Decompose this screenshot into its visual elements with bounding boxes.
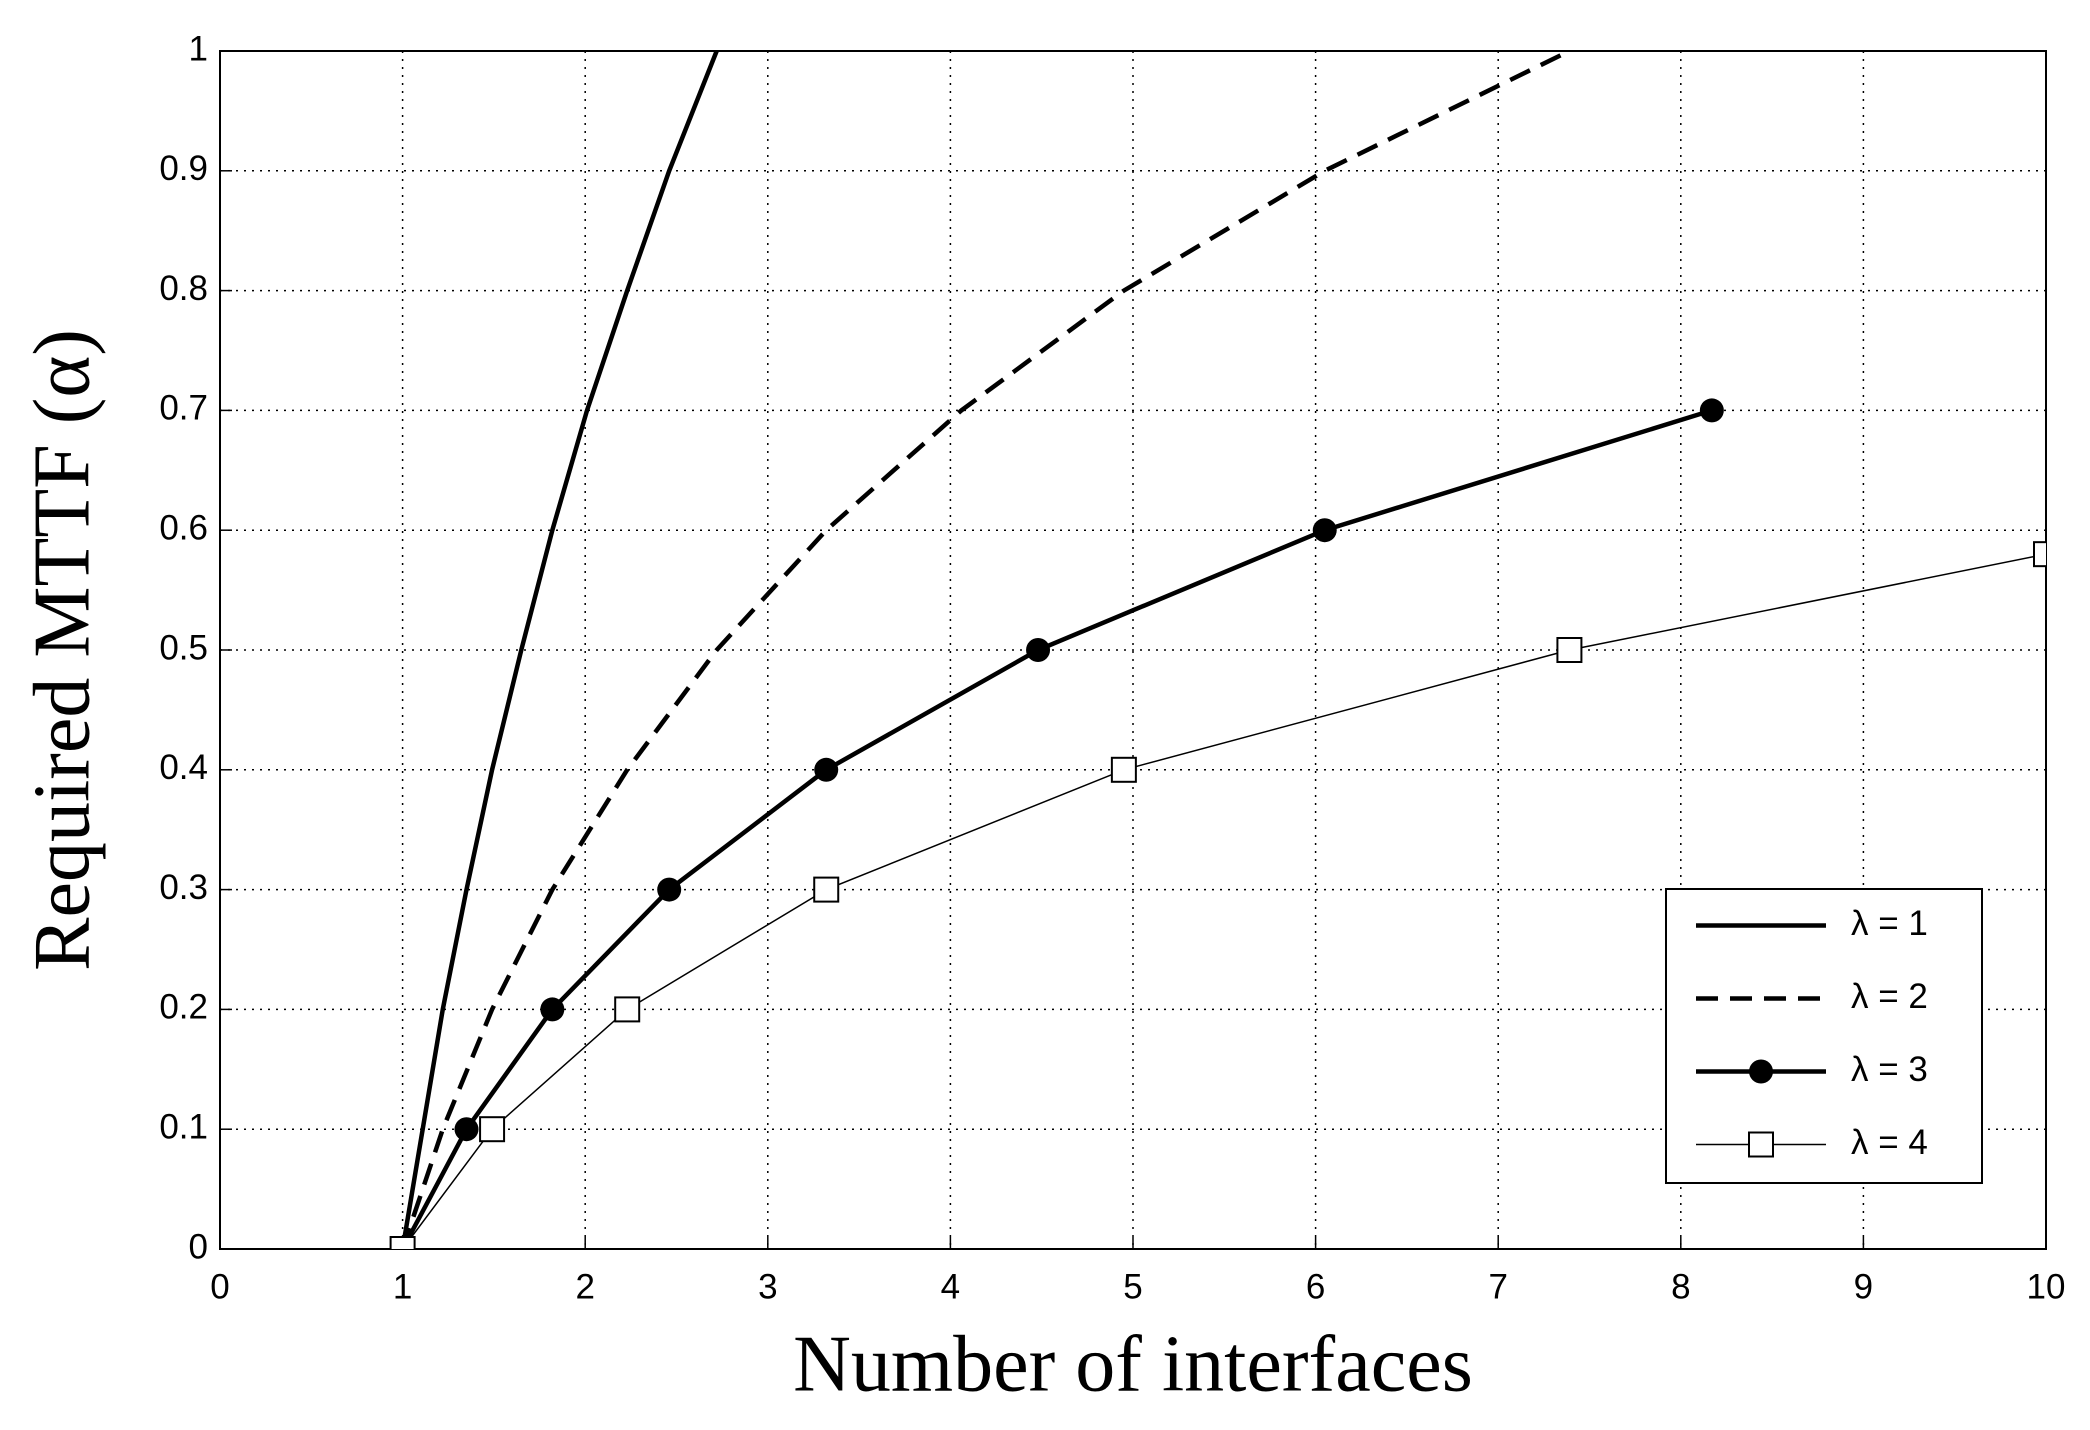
legend-label: λ = 4 [1851,1123,1928,1162]
y-tick-label: 0 [189,1227,208,1266]
marker [1556,637,1583,663]
line [400,51,1571,1249]
x-tick-label: 4 [941,1267,960,1306]
legend-label: λ = 1 [1851,904,1928,943]
marker [1110,756,1137,783]
x-tick-label: 0 [210,1267,229,1306]
x-tick-label: 5 [1123,1267,1142,1306]
marker [1312,518,1337,543]
y-tick-label: 0.1 [159,1107,208,1146]
plot-frame [219,50,2047,1250]
x-tick-label: 1 [393,1267,412,1306]
x-tick-label: 9 [1854,1267,1873,1306]
plot-clip [389,51,2046,1249]
legend-marker [1749,1059,1773,1084]
marker [454,1117,479,1142]
legend-box [1665,888,1983,1184]
marker [1026,638,1051,662]
y-tick-label: 0.6 [159,508,208,547]
y-tick-label: 0.9 [159,149,208,188]
marker [614,996,641,1023]
marker [389,1236,416,1249]
y-tick-label: 0.8 [159,269,208,308]
x-tick-label: 8 [1671,1267,1690,1306]
y-tick-label: 0.2 [159,988,208,1027]
y-tick-label: 0.3 [159,868,208,907]
marker [540,997,565,1022]
line [400,408,1713,1249]
x-tick-label: 10 [2027,1267,2066,1306]
marker [657,877,682,902]
legend-marker [1748,1131,1774,1158]
x-tick-label: 7 [1488,1267,1507,1306]
x-tick-label: 3 [758,1267,777,1306]
marker [814,757,839,782]
y-tick-label: 0.5 [159,628,208,667]
marker [813,876,840,903]
legend-label: λ = 3 [1851,1050,1928,1089]
legend-label: λ = 2 [1851,977,1928,1016]
y-tick-label: 0.7 [159,389,208,428]
marker [479,1116,506,1143]
x-axis-label: Number of interfaces [793,1320,1473,1408]
marker [2033,541,2046,568]
y-tick-label: 0.4 [159,748,208,787]
y-axis-label: Required MTTF (α) [18,329,106,971]
y-tick-label: 1 [189,29,208,68]
x-tick-label: 6 [1306,1267,1325,1306]
x-tick-label: 2 [575,1267,594,1306]
line [400,51,719,1249]
marker [1699,398,1724,423]
